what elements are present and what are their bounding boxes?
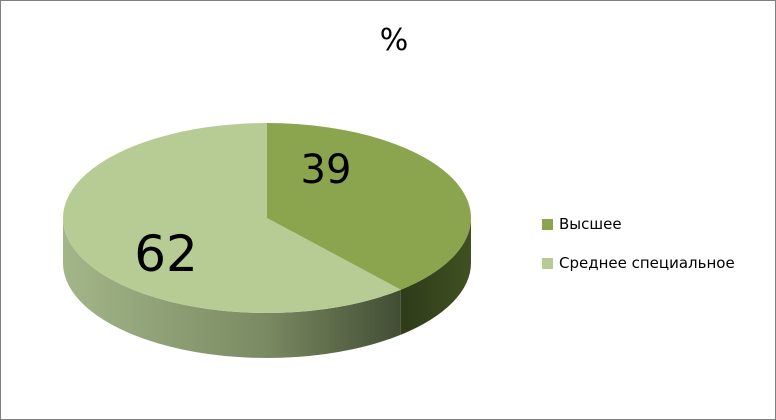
- legend-swatch: [542, 218, 553, 230]
- legend-item-0: Высшее: [542, 215, 622, 233]
- slice-1: [63, 123, 401, 313]
- data-label-0: 39: [301, 147, 352, 193]
- legend-item-1: Среднее специальное: [542, 254, 735, 272]
- slice-side-0: [400, 218, 471, 335]
- legend-label: Среднее специальное: [559, 254, 735, 272]
- slice-side-1: [63, 218, 401, 359]
- legend-label: Высшее: [559, 215, 622, 233]
- legend-swatch: [542, 257, 553, 269]
- chart-title: %: [379, 23, 409, 58]
- slice-0: [267, 123, 472, 290]
- data-label-1: 62: [134, 225, 198, 283]
